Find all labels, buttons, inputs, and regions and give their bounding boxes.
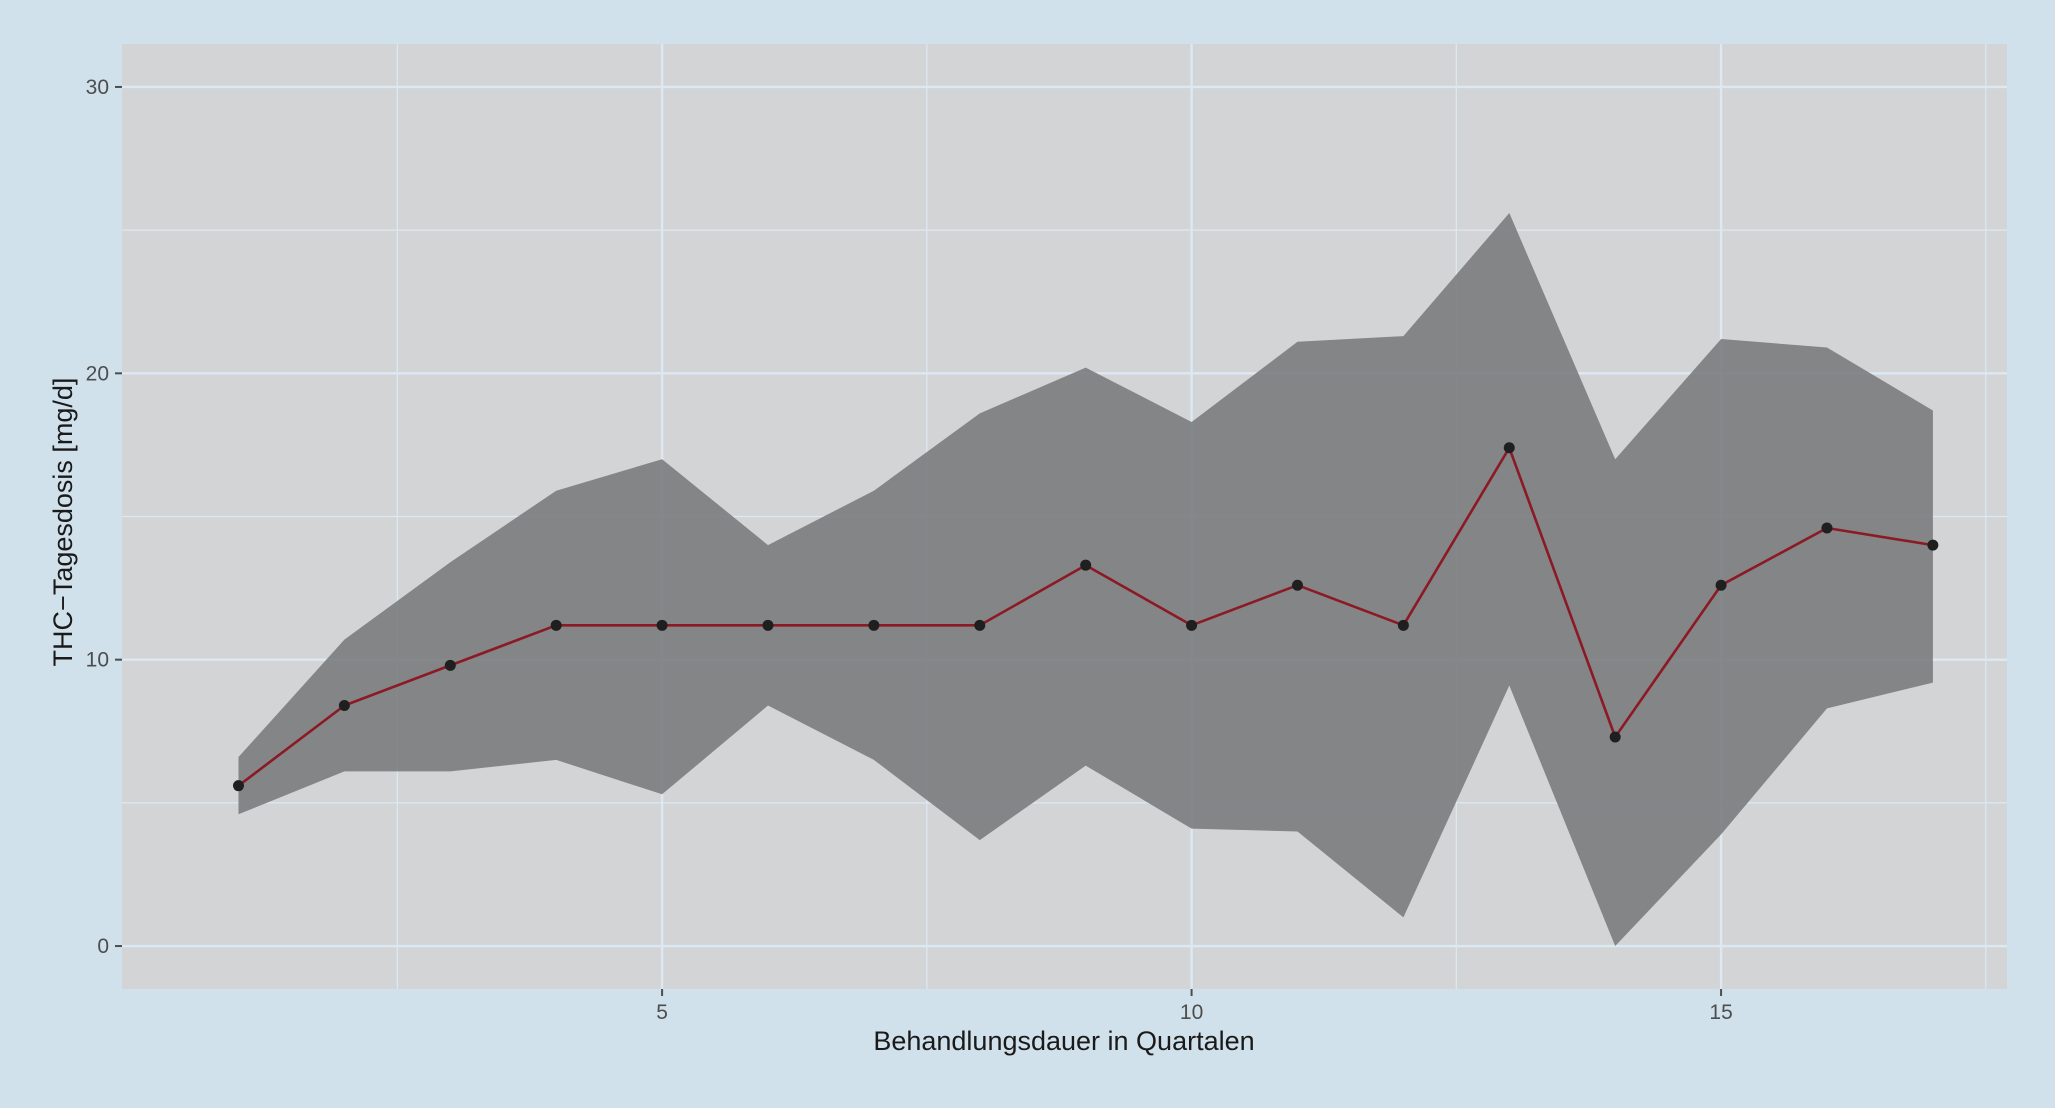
data-point (974, 619, 986, 631)
data-point (868, 619, 880, 631)
x-tick-label: 10 (1180, 1001, 1203, 1024)
x-tick-label: 15 (1709, 1001, 1732, 1024)
data-point (1397, 619, 1409, 631)
data-points (232, 442, 1939, 792)
data-point (1715, 579, 1727, 591)
minor-gridlines (122, 44, 2007, 989)
data-point (232, 780, 244, 792)
y-tick-label: 0 (97, 935, 109, 958)
data-point (338, 700, 350, 711)
data-point (1821, 522, 1833, 534)
confidence-ribbon (238, 213, 1933, 946)
data-point (1503, 442, 1515, 454)
data-point (1927, 539, 1939, 551)
y-tick-label: 20 (86, 362, 109, 385)
x-tick-label: 5 (656, 1001, 668, 1024)
x-axis-title: Behandlungsdauer in Quartalen (873, 1026, 1254, 1056)
data-point (1609, 731, 1621, 743)
data-point (1291, 579, 1303, 591)
data-point (444, 659, 456, 671)
data-point (550, 619, 562, 631)
data-point (1080, 559, 1092, 571)
y-axis-title: THC−Tagesdosis [mg/d] (48, 378, 78, 667)
y-tick-label: 30 (86, 76, 109, 99)
data-point (762, 619, 774, 631)
y-tick-label: 10 (86, 649, 109, 672)
data-point (1186, 619, 1198, 631)
x-axis: 5 10 15 (656, 989, 1733, 1024)
y-axis: 0 10 20 30 (86, 76, 122, 958)
data-point (656, 619, 668, 631)
